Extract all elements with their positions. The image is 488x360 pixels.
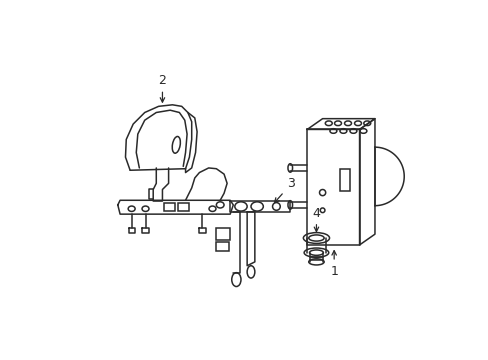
Bar — [163, 203, 174, 211]
Text: 4: 4 — [312, 207, 320, 220]
Bar — [216, 228, 230, 240]
Text: 3: 3 — [286, 177, 294, 190]
Bar — [216, 242, 228, 251]
Text: 1: 1 — [329, 265, 337, 278]
Bar — [178, 203, 188, 211]
Text: 2: 2 — [158, 74, 166, 87]
Bar — [339, 170, 349, 191]
